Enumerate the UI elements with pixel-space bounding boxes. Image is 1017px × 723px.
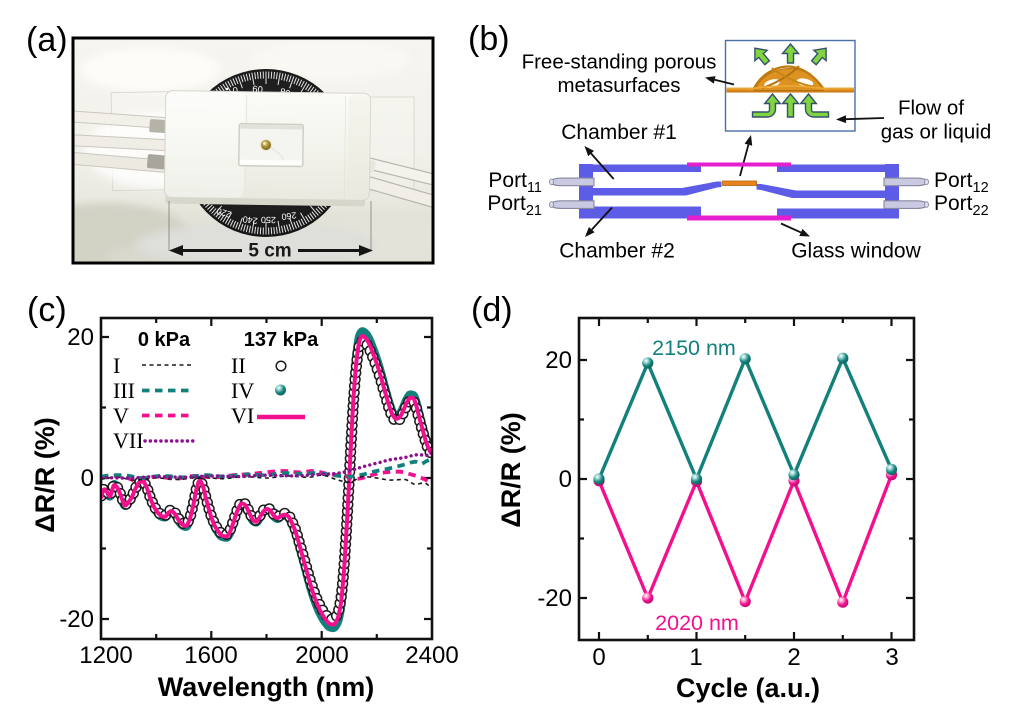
svg-text:60: 60 (252, 84, 264, 96)
svg-text:Port21: Port21 (487, 192, 542, 219)
svg-text:metasurfaces: metasurfaces (557, 74, 680, 97)
svg-text:2020 nm: 2020 nm (655, 611, 739, 635)
svg-text:1600: 1600 (184, 642, 237, 669)
svg-text:gas or liquid: gas or liquid (881, 121, 992, 144)
svg-text:(b): (b) (468, 20, 510, 58)
svg-text:0 kPa: 0 kPa (138, 329, 191, 351)
svg-text:Flow of: Flow of (898, 97, 964, 120)
svg-text:Cycle (a.u.): Cycle (a.u.) (676, 673, 820, 703)
svg-text:20: 20 (545, 347, 572, 374)
svg-text:1200: 1200 (79, 642, 132, 669)
svg-text:2000: 2000 (295, 642, 348, 669)
svg-text:137 kPa: 137 kPa (244, 329, 319, 351)
svg-text:Port22: Port22 (934, 192, 989, 219)
svg-text:2150 nm: 2150 nm (652, 336, 736, 360)
svg-text:III: III (113, 378, 135, 403)
svg-text:250: 250 (261, 215, 276, 225)
svg-text:-20: -20 (537, 585, 572, 612)
svg-text:II: II (231, 353, 246, 378)
svg-text:3: 3 (885, 644, 898, 671)
svg-text:Wavelength (nm): Wavelength (nm) (158, 672, 375, 702)
svg-text:VI: VI (231, 403, 254, 428)
svg-text:Chamber #2: Chamber #2 (559, 240, 675, 263)
svg-text:Glass window: Glass window (791, 240, 921, 263)
svg-text:Free-standing porous: Free-standing porous (522, 51, 717, 74)
svg-text:240: 240 (242, 214, 258, 226)
svg-text:220: 220 (215, 206, 232, 220)
svg-text:5 cm: 5 cm (248, 241, 291, 262)
svg-text:(c): (c) (27, 291, 67, 329)
svg-text:IV: IV (231, 378, 254, 403)
svg-text:2: 2 (787, 644, 800, 671)
svg-text:2400: 2400 (405, 642, 458, 669)
svg-text:(a): (a) (26, 21, 68, 59)
svg-text:0: 0 (81, 465, 94, 492)
svg-text:1: 1 (689, 644, 702, 671)
svg-text:ΔR/R (%): ΔR/R (%) (496, 412, 526, 527)
svg-text:20: 20 (67, 324, 94, 351)
svg-text:VII: VII (113, 428, 144, 453)
svg-text:V: V (113, 403, 129, 428)
svg-text:ΔR/R (%): ΔR/R (%) (30, 417, 60, 532)
svg-text:0: 0 (559, 466, 572, 493)
svg-text:-20: -20 (59, 606, 94, 633)
svg-text:Chamber #1: Chamber #1 (561, 121, 677, 144)
svg-text:(d): (d) (471, 291, 513, 329)
svg-text:260: 260 (281, 210, 297, 222)
svg-text:0: 0 (592, 644, 605, 671)
svg-text:I: I (113, 353, 120, 378)
